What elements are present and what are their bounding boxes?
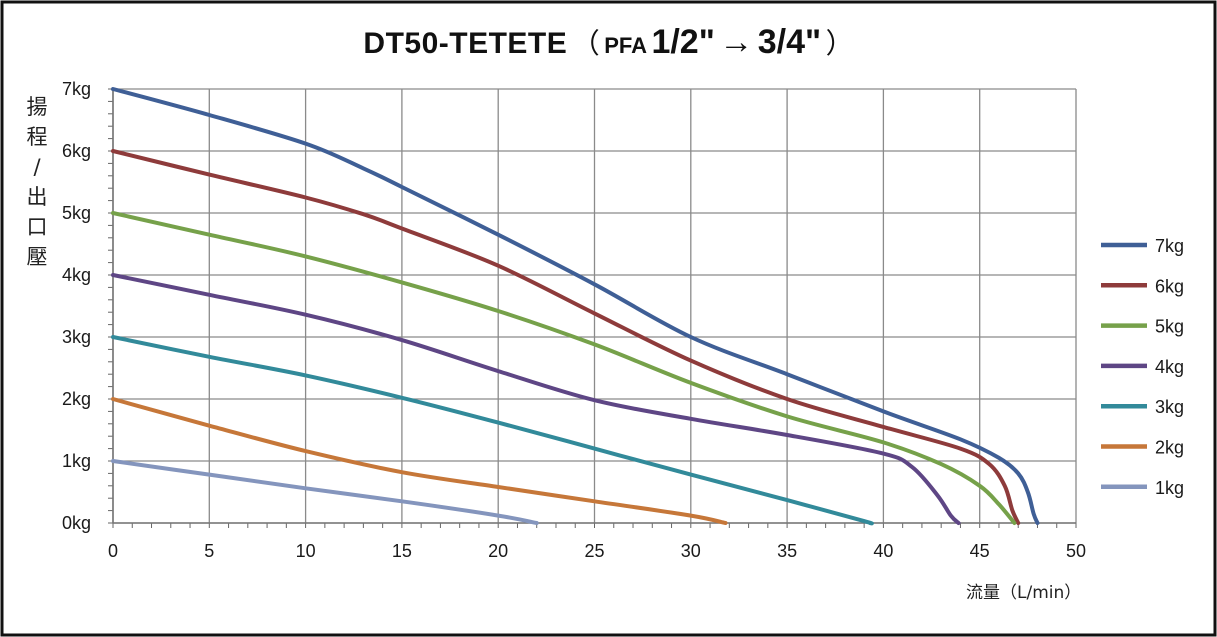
legend-label-5kg: 5kg	[1155, 317, 1184, 337]
x-tick-label: 25	[584, 541, 604, 561]
x-tick-label: 45	[970, 541, 990, 561]
legend-label-7kg: 7kg	[1155, 236, 1184, 256]
y-tick-label: 6kg	[62, 141, 91, 161]
x-tick-label: 0	[108, 541, 118, 561]
series-line-3kg	[111, 335, 874, 526]
chart-title: DT50-TETETE （ PFA 1/2" → 3/4" ）	[0, 22, 1217, 62]
x-tick-label: 10	[296, 541, 316, 561]
chart-title-material: PFA	[604, 33, 647, 58]
chart-title-paren-close: ）	[825, 28, 854, 59]
series-line-5kg	[111, 211, 1017, 525]
y-axis-label-char: 壓	[26, 245, 48, 269]
chart-title-size-to: 3/4"	[757, 23, 822, 61]
series-line-2kg	[111, 397, 728, 525]
legend: 7kg 6kg 5kg 4kg 3kg 2kg 1kg	[1101, 236, 1184, 498]
legend-label-3kg: 3kg	[1155, 397, 1184, 417]
y-axis-label-char: 揚	[26, 95, 48, 119]
series-line-7kg	[111, 87, 1040, 525]
y-tick-label: 5kg	[62, 203, 91, 223]
series-line-4kg	[111, 273, 961, 525]
y-axis-label: 揚 程 / 出 口 壓	[24, 92, 50, 272]
y-axis-label-char: 口	[26, 215, 48, 239]
series-line-1kg	[111, 459, 539, 525]
series-line-6kg	[111, 149, 1021, 525]
legend-label-4kg: 4kg	[1155, 357, 1184, 377]
y-axis-label-char: /	[33, 155, 41, 179]
y-tick-label: 2kg	[62, 389, 91, 409]
x-tick-label: 20	[488, 541, 508, 561]
y-axis-label-char: 出	[26, 185, 48, 209]
legend-label-1kg: 1kg	[1155, 478, 1184, 498]
y-tick-label: 7kg	[62, 79, 91, 99]
x-tick-label: 40	[873, 541, 893, 561]
axes: 0 5 10 15 20 25 30 35 40 45 50 0kg 1kg 2kg 3kg 4kg 5kg 6k…	[62, 79, 1086, 561]
x-tick-label: 50	[1066, 541, 1086, 561]
chart-title-arrow: →	[719, 23, 754, 61]
series-lines	[111, 87, 1040, 526]
x-tick-label: 30	[681, 541, 701, 561]
x-axis-label: 流量（L/min）	[966, 583, 1082, 603]
y-tick-label: 4kg	[62, 265, 91, 285]
legend-label-2kg: 2kg	[1155, 438, 1184, 458]
y-axis-label-char: 程	[26, 125, 48, 149]
y-tick-label: 0kg	[62, 513, 91, 533]
chart-title-size-from: 1/2"	[651, 23, 715, 61]
x-tick-label: 5	[204, 541, 214, 561]
chart-title-main: DT50-TETETE	[363, 27, 568, 60]
x-tick-label: 15	[392, 541, 412, 561]
legend-label-6kg: 6kg	[1155, 276, 1184, 296]
y-tick-label: 3kg	[62, 327, 91, 347]
chart-title-paren-open: （	[571, 28, 600, 59]
x-tick-label: 35	[777, 541, 797, 561]
grid	[112, 88, 1077, 524]
y-tick-label: 1kg	[62, 451, 91, 471]
